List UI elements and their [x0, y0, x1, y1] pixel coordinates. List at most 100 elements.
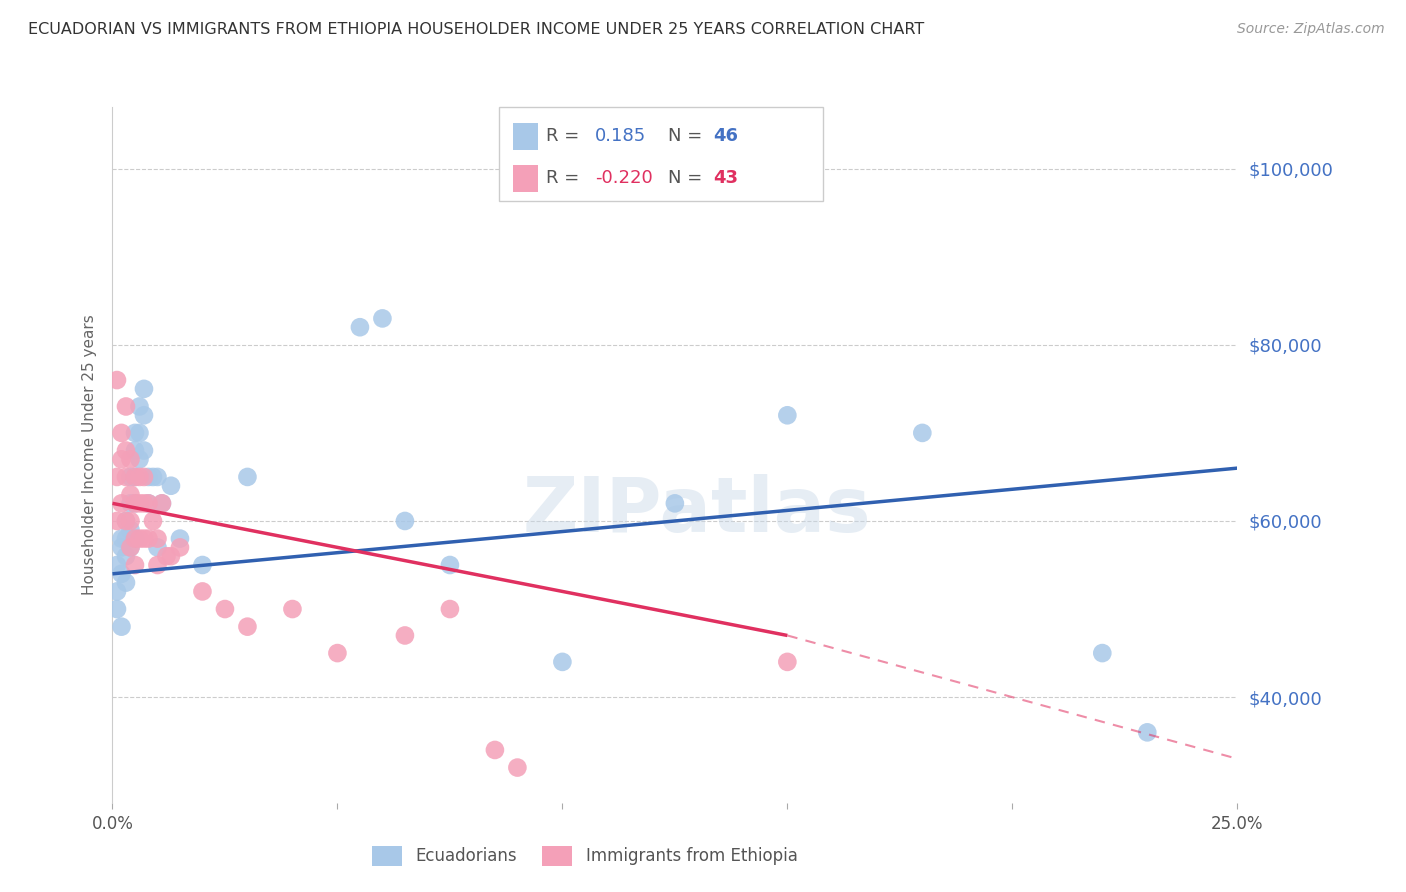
Point: [105, 558, 128, 572]
Point: [236, 620, 259, 634]
Point: [124, 532, 146, 546]
Point: [155, 549, 177, 564]
Point: [110, 452, 132, 467]
Point: [120, 541, 142, 555]
Point: [349, 320, 371, 334]
Point: [146, 558, 169, 572]
Point: [120, 541, 142, 555]
Point: [214, 602, 236, 616]
Point: [150, 496, 173, 510]
Point: [146, 541, 169, 555]
Point: [120, 496, 142, 510]
Point: [128, 496, 150, 510]
Point: [439, 558, 461, 572]
Point: [110, 496, 132, 510]
Point: [326, 646, 349, 660]
Point: [150, 496, 173, 510]
Point: [132, 470, 155, 484]
Point: [138, 532, 160, 546]
Point: [138, 470, 160, 484]
Text: -0.220: -0.220: [595, 169, 652, 187]
Text: ECUADORIAN VS IMMIGRANTS FROM ETHIOPIA HOUSEHOLDER INCOME UNDER 25 YEARS CORRELA: ECUADORIAN VS IMMIGRANTS FROM ETHIOPIA H…: [28, 22, 924, 37]
Point: [124, 496, 146, 510]
Text: R =: R =: [546, 128, 585, 145]
Point: [128, 425, 150, 440]
Point: [132, 496, 155, 510]
Point: [110, 425, 132, 440]
Point: [191, 558, 214, 572]
Point: [394, 628, 416, 642]
Point: [120, 487, 142, 501]
Point: [439, 602, 461, 616]
Point: [110, 532, 132, 546]
Point: [110, 541, 132, 555]
Point: [142, 514, 165, 528]
Point: [115, 532, 138, 546]
Point: [124, 443, 146, 458]
Point: [132, 409, 155, 423]
Point: [394, 514, 416, 528]
Point: [124, 470, 146, 484]
Point: [664, 496, 686, 510]
Point: [105, 584, 128, 599]
Point: [191, 584, 214, 599]
Text: 0.185: 0.185: [595, 128, 645, 145]
Text: ZIPatlas: ZIPatlas: [523, 474, 872, 548]
Point: [105, 470, 128, 484]
Point: [551, 655, 574, 669]
Point: [138, 496, 160, 510]
Point: [160, 479, 183, 493]
Point: [115, 400, 138, 414]
Point: [1091, 646, 1114, 660]
Point: [105, 602, 128, 616]
Point: [128, 452, 150, 467]
Point: [120, 452, 142, 467]
Point: [169, 532, 191, 546]
Point: [105, 373, 128, 387]
Point: [146, 532, 169, 546]
Point: [120, 523, 142, 537]
Point: [281, 602, 304, 616]
Y-axis label: Householder Income Under 25 years: Householder Income Under 25 years: [82, 315, 97, 595]
Point: [484, 743, 506, 757]
Point: [506, 761, 529, 775]
Point: [124, 558, 146, 572]
Text: R =: R =: [546, 169, 585, 187]
Point: [142, 470, 165, 484]
Point: [115, 575, 138, 590]
Point: [124, 532, 146, 546]
Point: [371, 311, 394, 326]
Legend: Ecuadorians, Immigrants from Ethiopia: Ecuadorians, Immigrants from Ethiopia: [364, 838, 806, 874]
Point: [110, 620, 132, 634]
Point: [776, 655, 799, 669]
Point: [160, 549, 183, 564]
Point: [115, 443, 138, 458]
Point: [169, 541, 191, 555]
Point: [110, 566, 132, 581]
Point: [115, 514, 138, 528]
Point: [911, 425, 934, 440]
Point: [124, 425, 146, 440]
Point: [236, 470, 259, 484]
Point: [105, 514, 128, 528]
Text: 43: 43: [713, 169, 738, 187]
Point: [115, 514, 138, 528]
Point: [124, 470, 146, 484]
Text: N =: N =: [668, 169, 707, 187]
Point: [132, 443, 155, 458]
Point: [120, 470, 142, 484]
Text: Source: ZipAtlas.com: Source: ZipAtlas.com: [1237, 22, 1385, 37]
Point: [115, 549, 138, 564]
Point: [132, 532, 155, 546]
Point: [776, 409, 799, 423]
Point: [115, 470, 138, 484]
Point: [128, 400, 150, 414]
Point: [128, 532, 150, 546]
Point: [128, 470, 150, 484]
Point: [146, 470, 169, 484]
Point: [124, 496, 146, 510]
Text: N =: N =: [668, 128, 707, 145]
Point: [1136, 725, 1159, 739]
Point: [138, 496, 160, 510]
Point: [120, 514, 142, 528]
